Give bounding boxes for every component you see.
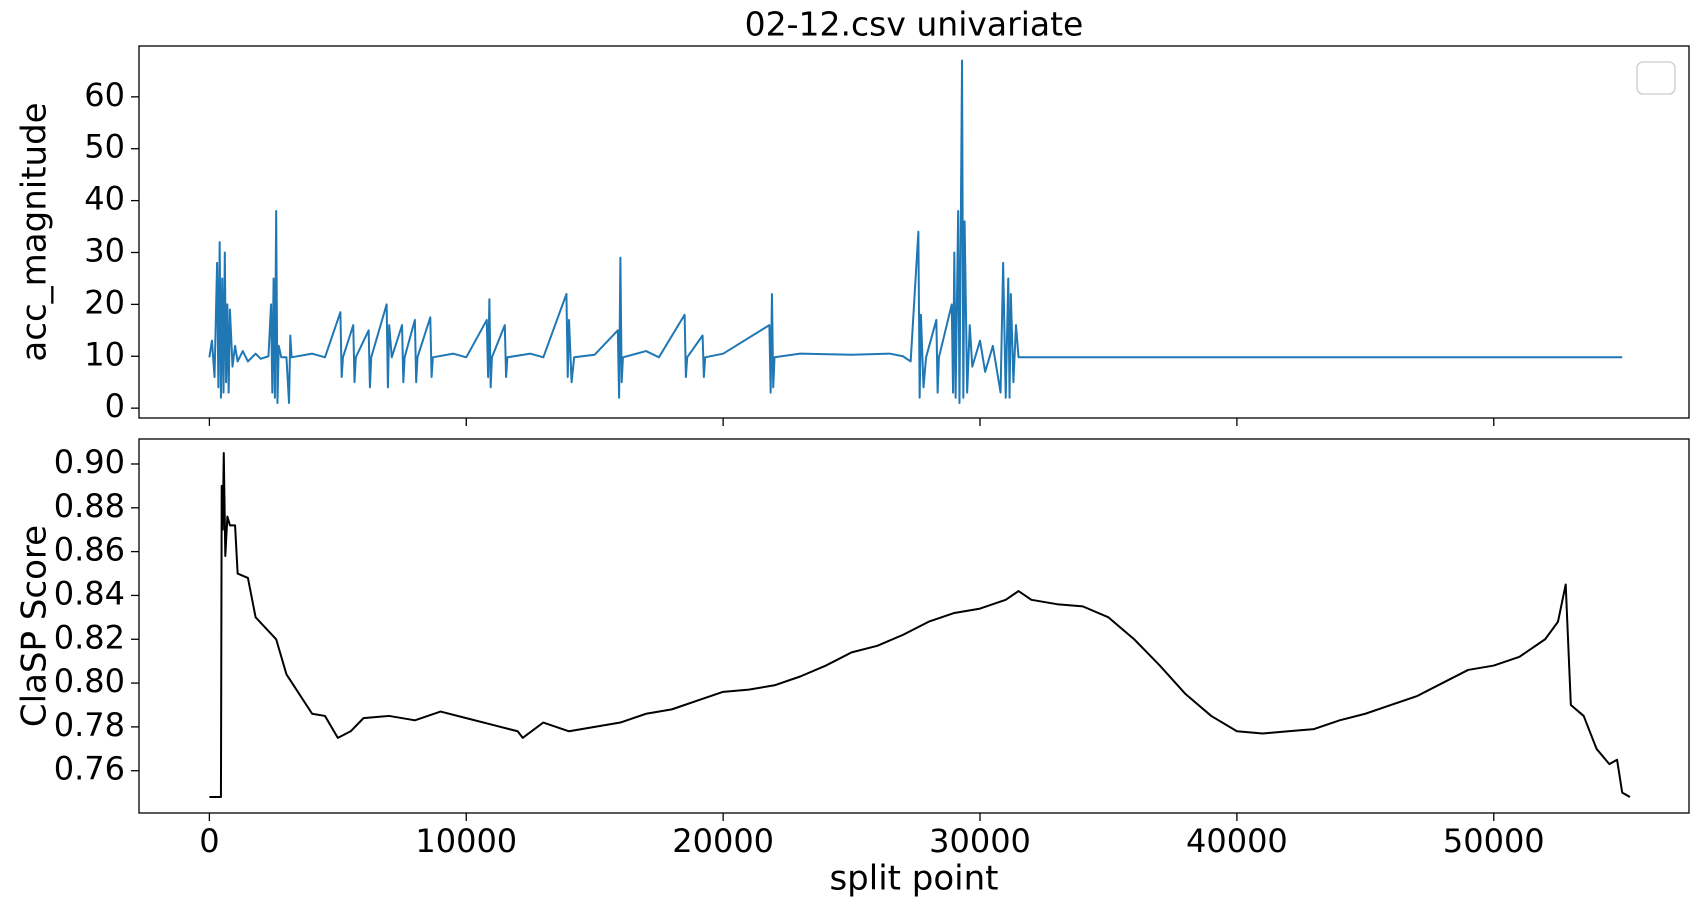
plot-frame — [138, 438, 1690, 814]
x-tick-label: 50000 — [1443, 822, 1545, 860]
x-axis-label: split point — [829, 859, 998, 899]
y-tick-label: 50 — [84, 128, 125, 166]
y-tick-label: 0.78 — [54, 706, 125, 744]
y-tick-label: 0.76 — [54, 750, 125, 788]
y-tick-label: 30 — [84, 231, 125, 269]
y-tick-label: 20 — [84, 283, 125, 321]
y-tick-label: 0.86 — [54, 531, 125, 569]
y-tick-label: 0.88 — [54, 487, 125, 525]
x-tick-label: 20000 — [672, 822, 774, 860]
x-tick-label: 10000 — [415, 822, 517, 860]
chart-title: 02-12.csv univariate — [745, 5, 1084, 44]
x-tick-label: 0 — [199, 822, 219, 860]
y-tick-label: 0.82 — [54, 618, 125, 656]
data-line — [209, 452, 1631, 799]
y-axis-label: ClaSP Score — [15, 525, 55, 727]
data-line — [208, 59, 1623, 404]
legend — [1636, 61, 1676, 95]
y-tick-label: 40 — [84, 180, 125, 218]
y-tick-label: 10 — [84, 335, 125, 373]
y-tick-label: 0.84 — [54, 574, 125, 612]
x-tick-label: 30000 — [929, 822, 1031, 860]
y-tick-label: 0.90 — [54, 443, 125, 481]
y-tick-label: 0.80 — [54, 662, 125, 700]
y-axis-label: acc_magnitude — [15, 102, 55, 361]
plot-frame — [138, 45, 1690, 419]
y-tick-label: 0 — [105, 387, 125, 425]
y-tick-label: 60 — [84, 76, 125, 114]
x-tick-label: 40000 — [1186, 822, 1288, 860]
